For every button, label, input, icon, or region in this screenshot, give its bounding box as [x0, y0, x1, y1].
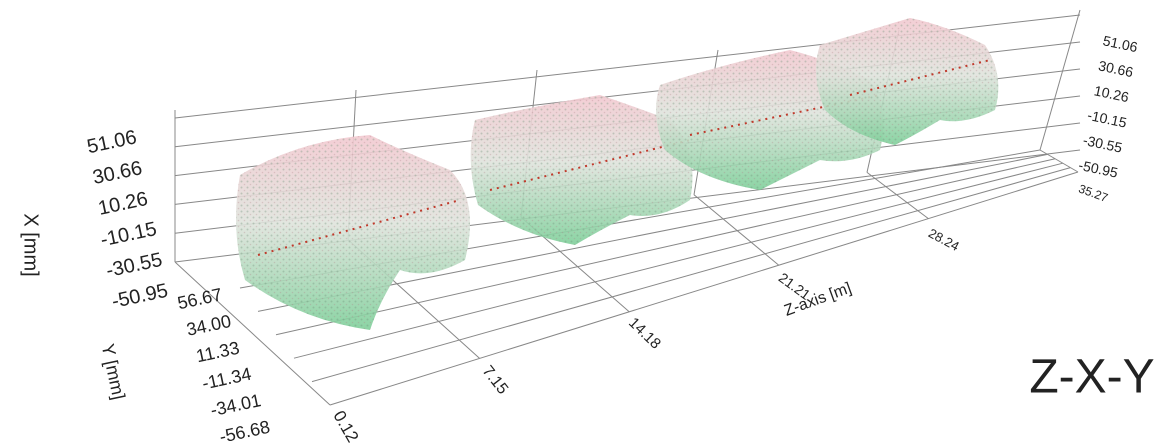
z-tick-label: 0.12: [329, 407, 362, 445]
x-tick-label: 30.66: [91, 157, 145, 189]
x-tick-label: -10.15: [1086, 107, 1128, 131]
z-tick-label: 7.15: [479, 363, 512, 398]
y-tick-label: -34.01: [209, 390, 263, 420]
grid-line: [174, 261, 331, 406]
x-tick-label: -50.95: [1077, 157, 1119, 181]
y-tick-label: 34.00: [185, 311, 233, 340]
annotation: Z-X-Y: [1029, 351, 1154, 404]
grid-line: [329, 171, 1079, 406]
x-tick-label: 51.06: [85, 126, 139, 158]
x-tick-label: 10.26: [96, 188, 150, 220]
x-tick-label: 30.66: [1097, 57, 1135, 80]
grid-line: [693, 194, 780, 266]
point-cloud: [470, 95, 693, 245]
grid-line: [866, 172, 929, 219]
y-tick-label: -56.68: [218, 417, 272, 447]
x-tick-label: 51.06: [1101, 32, 1139, 55]
point-cloud: [816, 18, 999, 145]
x-tick-label: 10.26: [1093, 82, 1131, 105]
y-axis-label: Y [mm]: [98, 342, 129, 402]
x-tick-label: -50.95: [110, 280, 170, 313]
point-cloud: [236, 135, 470, 330]
grid-line: [293, 162, 1063, 359]
z-tick-label: 35.27: [1077, 182, 1110, 206]
z-tick-label: 14.18: [625, 314, 664, 352]
x-tick-label: -10.15: [99, 218, 159, 251]
point-clouds: [236, 18, 999, 330]
y-tick-label: 11.33: [194, 338, 241, 367]
z-tick-label: 28.24: [926, 225, 962, 254]
x-tick-label: -30.55: [104, 249, 164, 282]
y-tick-label: 56.67: [176, 284, 224, 313]
y-tick-label: -11.34: [200, 364, 253, 394]
x-tick-label: -30.55: [1082, 132, 1124, 156]
x-axis-label: X [mm]: [20, 213, 42, 276]
grid-line: [275, 158, 1056, 336]
grid-line: [1039, 149, 1079, 173]
grid-line: [1039, 9, 1081, 151]
grid-line: [311, 167, 1071, 383]
